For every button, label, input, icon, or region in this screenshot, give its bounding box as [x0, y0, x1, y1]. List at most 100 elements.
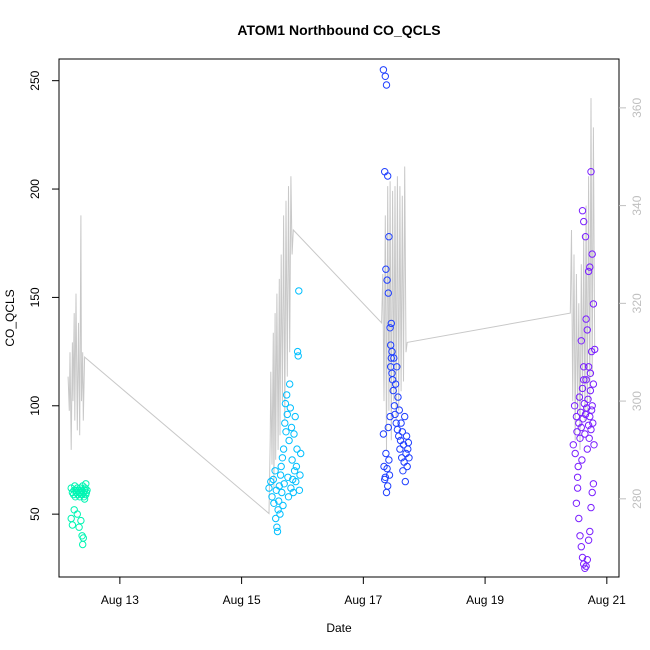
scatter-point [275, 482, 283, 490]
scatter-point [395, 432, 403, 440]
scatter-point [379, 430, 388, 438]
y2-tick-label: 340 [630, 195, 644, 215]
scatter-point [282, 428, 290, 436]
scatter-point [385, 233, 393, 241]
x-tick-label: Aug 17 [344, 593, 382, 607]
scatter-point [280, 480, 288, 488]
scatter-point [404, 438, 413, 447]
x-tick-label: Aug 19 [466, 593, 504, 607]
scatter-point [297, 449, 305, 458]
scatter-point [575, 393, 584, 401]
scatter-point [575, 419, 583, 427]
x-axis: Aug 13 Aug 15 Aug 17 Aug 19 Aug 21 [101, 577, 626, 607]
scatter-point [283, 410, 291, 419]
scatter-point [276, 510, 284, 518]
scatter-point [273, 527, 282, 536]
y2-tick-label: 320 [630, 293, 644, 313]
scatter-point [287, 484, 295, 492]
scatter-point [279, 501, 287, 510]
scatter-point [269, 475, 277, 484]
scatter-point [294, 352, 302, 360]
scatter-point [383, 464, 391, 473]
x-tick-label: Aug 13 [101, 593, 139, 607]
scatter-point [580, 376, 588, 384]
scatter-point [390, 354, 398, 362]
scatter-point [292, 477, 300, 486]
scatter-point [80, 495, 89, 503]
scatter-point [584, 395, 592, 403]
y2-tick-label: 280 [630, 488, 644, 508]
scatter-point [384, 172, 392, 180]
scatter-point [577, 408, 585, 416]
scatter-point [273, 523, 281, 531]
scatter-point [379, 66, 388, 74]
scatter-point [288, 456, 296, 464]
scatter-point [399, 441, 408, 449]
scatter-point [584, 421, 593, 429]
scatter-point [582, 315, 590, 323]
scatter-point [274, 506, 282, 514]
scatter-point [284, 473, 292, 481]
scatter-point [292, 462, 301, 471]
scatter-point [270, 499, 278, 507]
scatter-point [271, 467, 279, 475]
scatter-point [284, 493, 293, 501]
plot-frame [58, 58, 620, 578]
scatter-point [82, 480, 90, 488]
scatter-point [286, 404, 294, 412]
scatter-point [569, 441, 577, 449]
scatter-point [75, 523, 83, 531]
scatter-point [390, 402, 399, 410]
scatter-point [267, 477, 275, 486]
scatter-point [584, 267, 593, 276]
scatter-point [291, 412, 299, 421]
scatter-point [77, 486, 86, 494]
scatter-point [589, 300, 598, 308]
scatter-point [577, 423, 585, 432]
scatter-point [572, 412, 581, 421]
scatter-point [586, 369, 595, 377]
scatter-point [578, 384, 587, 393]
scatter-point [405, 454, 413, 462]
scatter-point [383, 276, 391, 284]
scatter-point [572, 499, 581, 507]
x-tick-label: Aug 15 [223, 593, 261, 607]
scatter-point [268, 493, 276, 501]
scatter-point [588, 402, 596, 410]
scatter-point [399, 467, 407, 475]
scatter-point [278, 488, 286, 497]
scatter-point [293, 445, 301, 453]
scatter-point [587, 347, 596, 356]
scatter-point [381, 473, 389, 481]
scatter-layer [67, 66, 599, 572]
scatter-point [67, 514, 75, 523]
scatter-point [587, 168, 595, 176]
scatter-point [395, 406, 403, 414]
x-tick-label: Aug 21 [588, 593, 626, 607]
scatter-point [278, 454, 287, 462]
scatter-point [580, 399, 588, 408]
scatter-point [401, 477, 409, 486]
scatter-point [398, 428, 406, 436]
scatter-point [570, 402, 579, 410]
scatter-point [281, 419, 289, 427]
y-tick-label: 50 [28, 507, 42, 521]
scatter-point [277, 462, 285, 471]
scatter-point [295, 287, 303, 295]
scatter-point [403, 462, 411, 471]
scatter-point [384, 289, 392, 297]
x-axis-label: Date [326, 621, 352, 635]
scatter-point [385, 456, 393, 464]
y2-tick-label: 360 [630, 98, 644, 118]
scatter-point [79, 540, 87, 549]
scatter-point [577, 337, 585, 345]
scatter-point [283, 391, 291, 399]
scatter-point [586, 412, 594, 421]
scatter-point [577, 543, 585, 551]
scatter-point [286, 380, 294, 388]
scatter-point [384, 482, 392, 490]
scatter-point [272, 514, 280, 523]
scatter-point [575, 514, 583, 523]
scatter-point [387, 319, 395, 328]
